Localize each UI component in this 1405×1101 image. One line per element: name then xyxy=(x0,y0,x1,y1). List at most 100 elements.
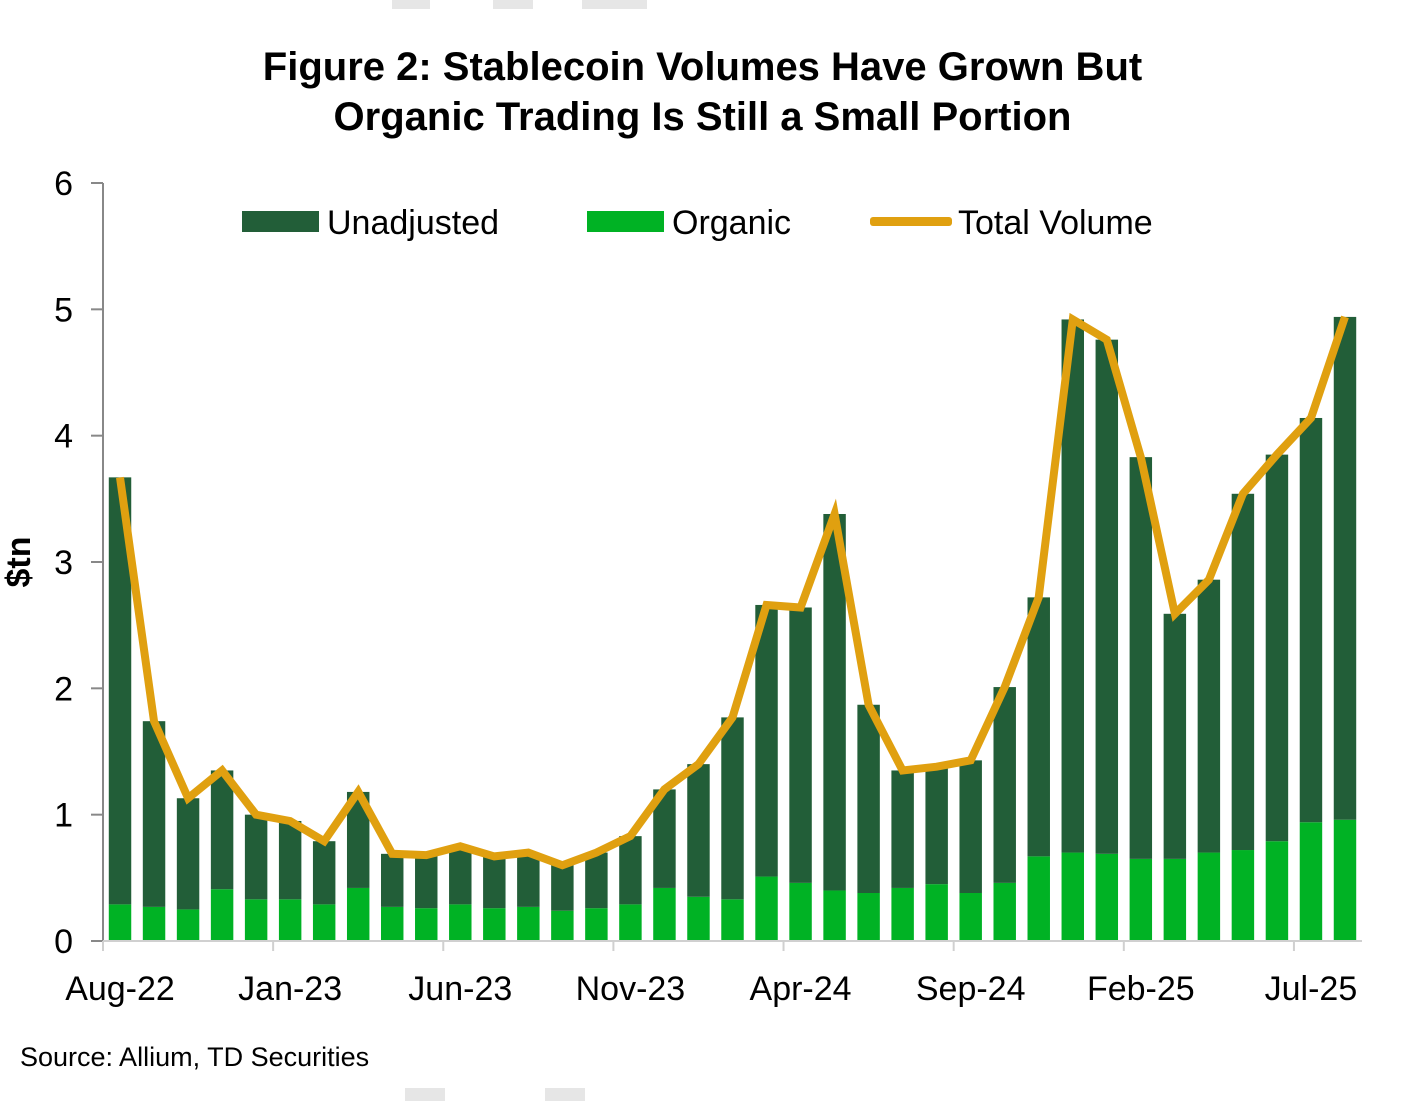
bar-unadjusted xyxy=(346,791,370,888)
bar-unadjusted xyxy=(449,846,472,905)
series-line-total-volume xyxy=(116,312,1349,870)
legend-label-total-volume: Total Volume xyxy=(958,204,1153,242)
bar-unadjusted xyxy=(789,607,812,883)
bar-organic xyxy=(585,908,608,941)
y-tick-label: 1 xyxy=(54,797,73,835)
bar-organic xyxy=(244,899,268,941)
watermark-shape xyxy=(392,0,430,9)
chart-title: Figure 2: Stablecoin Volumes Have Grown … xyxy=(0,42,1405,142)
bar-organic xyxy=(108,904,132,941)
bar-organic xyxy=(993,882,1016,941)
x-tick-label: Feb-25 xyxy=(1087,970,1195,1008)
x-tick-label: Jul-25 xyxy=(1265,970,1358,1008)
bar-unadjusted xyxy=(891,770,914,888)
bar-unadjusted xyxy=(381,853,404,907)
bar-unadjusted xyxy=(619,836,642,905)
bar-organic xyxy=(925,884,948,941)
legend-swatch-organic xyxy=(587,211,664,232)
bar-unadjusted xyxy=(857,704,880,893)
watermark-shape xyxy=(545,1088,585,1101)
bar-organic xyxy=(1299,822,1323,941)
bar-unadjusted xyxy=(1163,613,1187,859)
bar-organic xyxy=(619,904,642,941)
watermark-shape xyxy=(582,0,647,9)
bar-unadjusted xyxy=(1129,457,1153,859)
bar-organic xyxy=(346,887,370,941)
bar-organic xyxy=(721,899,744,941)
bars-layer xyxy=(108,316,1357,941)
bar-organic xyxy=(1163,858,1187,941)
bar-unadjusted xyxy=(142,721,166,907)
bar-unadjusted xyxy=(1299,417,1323,823)
bar-organic xyxy=(415,908,438,941)
bar-organic xyxy=(483,908,506,941)
x-tick-label: Jun-23 xyxy=(408,970,512,1008)
x-tick-label: Aug-22 xyxy=(65,970,175,1008)
bar-organic xyxy=(1129,858,1153,941)
bar-organic xyxy=(278,899,302,941)
bar-unadjusted xyxy=(959,760,982,893)
bar-organic xyxy=(551,910,574,941)
source-note: Source: Allium, TD Securities xyxy=(20,1042,370,1072)
bar-organic xyxy=(789,882,812,941)
y-tick-label: 4 xyxy=(54,418,73,456)
legend: Unadjusted Organic Total Volume xyxy=(242,204,1153,242)
bar-unadjusted xyxy=(483,856,506,909)
bar-unadjusted xyxy=(1197,579,1221,853)
bar-unadjusted xyxy=(687,764,710,897)
bar-unadjusted xyxy=(1333,316,1357,820)
bar-unadjusted xyxy=(721,717,744,900)
y-tick-label: 0 xyxy=(54,923,73,961)
bar-organic xyxy=(517,906,540,941)
x-tick-label: Apr-24 xyxy=(750,970,852,1008)
bar-unadjusted xyxy=(108,477,132,905)
bar-organic xyxy=(823,890,846,941)
bar-organic xyxy=(687,896,710,941)
y-tick-label: 6 xyxy=(54,165,73,203)
bar-unadjusted xyxy=(517,852,540,907)
y-tick-label: 3 xyxy=(54,544,73,582)
x-tick-label: Jan-23 xyxy=(238,970,342,1008)
bar-organic xyxy=(891,887,914,941)
bar-organic xyxy=(210,889,234,941)
bar-organic xyxy=(755,876,778,941)
bar-unadjusted xyxy=(1027,597,1050,857)
bar-organic xyxy=(959,892,982,941)
bar-unadjusted xyxy=(993,687,1016,883)
bar-organic xyxy=(653,887,676,941)
bar-organic xyxy=(1197,852,1221,941)
legend-label-organic: Organic xyxy=(672,204,791,242)
watermark-shape xyxy=(493,0,533,9)
legend-label-unadjusted: Unadjusted xyxy=(327,204,499,242)
chart-title-line-2: Organic Trading Is Still a Small Portion xyxy=(333,95,1072,139)
y-tick-label: 5 xyxy=(54,291,73,329)
x-tick-label: Sep-24 xyxy=(916,970,1026,1008)
bar-unadjusted xyxy=(244,814,268,900)
bar-organic xyxy=(857,892,880,941)
bar-unadjusted xyxy=(925,766,948,885)
bar-organic xyxy=(1061,852,1084,941)
line-layer xyxy=(116,312,1349,870)
bar-unadjusted xyxy=(755,604,778,877)
bar-organic xyxy=(142,906,166,941)
watermark-shape xyxy=(405,1088,445,1101)
axes-layer: 0 1 2 3 4 5 6 $tn Aug-22 Jan-23 Jun-23 Nov-23 Apr-24… xyxy=(0,165,1362,1008)
bar-unadjusted xyxy=(415,855,438,909)
x-tick-label: Nov-23 xyxy=(576,970,686,1008)
bar-unadjusted xyxy=(585,852,608,909)
bar-organic xyxy=(176,909,200,941)
bar-organic xyxy=(1027,856,1050,941)
bar-unadjusted xyxy=(312,841,336,905)
y-tick-label: 2 xyxy=(54,670,73,708)
bar-unadjusted xyxy=(278,820,302,900)
bar-organic xyxy=(381,906,404,941)
bar-organic xyxy=(1265,841,1289,941)
bar-unadjusted xyxy=(823,513,846,891)
bar-organic xyxy=(1231,850,1255,941)
bar-unadjusted xyxy=(210,770,234,890)
bar-organic xyxy=(449,904,472,941)
bar-unadjusted xyxy=(1061,319,1084,853)
bar-unadjusted xyxy=(1231,493,1255,851)
bar-unadjusted xyxy=(653,789,676,888)
